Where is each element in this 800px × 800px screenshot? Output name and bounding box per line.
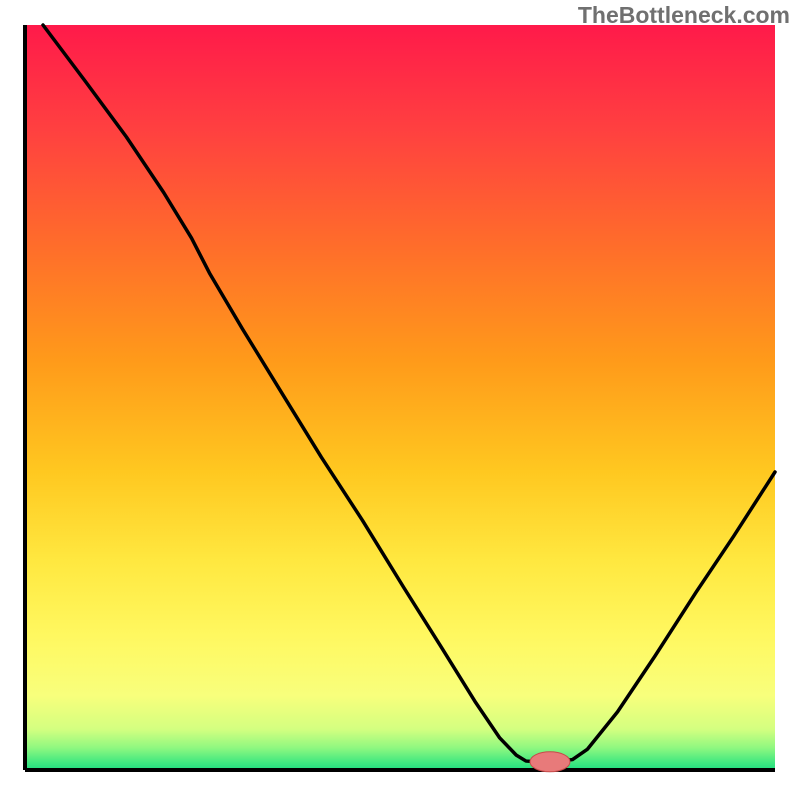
optimal-marker	[530, 752, 570, 772]
bottleneck-chart	[0, 0, 800, 800]
watermark-text: TheBottleneck.com	[578, 2, 790, 29]
plot-background	[25, 25, 775, 770]
chart-svg	[0, 0, 800, 800]
